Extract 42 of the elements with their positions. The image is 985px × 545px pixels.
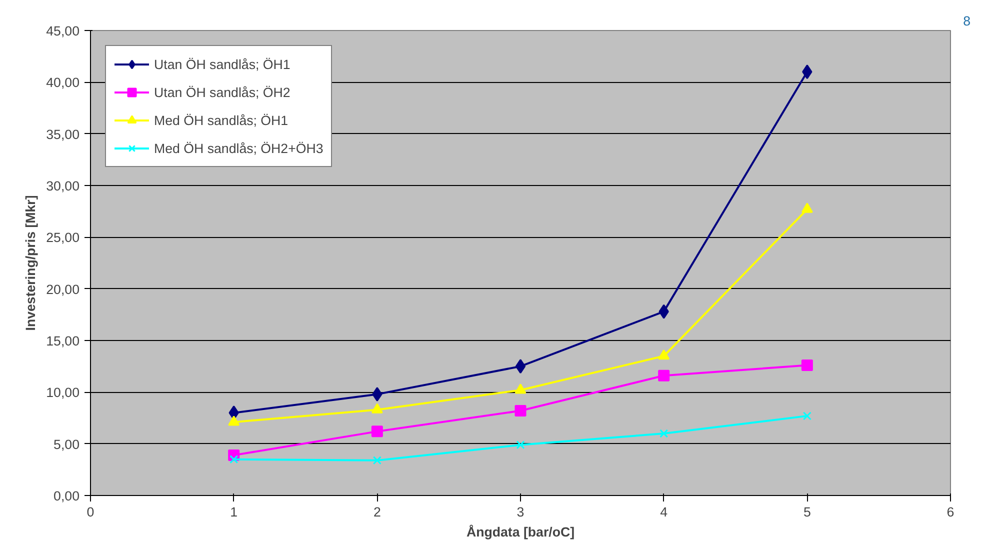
- point: [515, 359, 526, 374]
- x-axis-title: Ångdata [bar/oC]: [466, 524, 575, 540]
- y-tick-label: 30,00: [46, 178, 80, 194]
- point: [371, 403, 383, 414]
- y-tick-label: 15,00: [46, 334, 80, 348]
- x-tick-label: 4: [660, 504, 668, 520]
- legend-label: Med ÖH sandlås; ÖH2+ÖH3: [154, 140, 324, 156]
- point: [658, 304, 669, 319]
- point: [516, 440, 525, 450]
- legend-label: Utan ÖH sandlås; ÖH1: [154, 56, 290, 72]
- point: [801, 360, 813, 372]
- x-tick-label: 3: [516, 504, 524, 520]
- point: [658, 349, 670, 360]
- point: [802, 412, 812, 420]
- x-tick-label: 6: [946, 504, 954, 520]
- point: [514, 384, 526, 394]
- y-tick-label: 5,00: [54, 436, 80, 452]
- point: [802, 64, 812, 80]
- point: [372, 456, 382, 465]
- point: [230, 455, 238, 464]
- legend-label: Utan ÖH sandlås; ÖH2: [154, 84, 290, 100]
- y-tick-label: 40,00: [46, 75, 80, 90]
- point: [372, 386, 382, 402]
- y-axis-title: Investering/pris [Mkr]: [23, 195, 38, 331]
- y-tick-label: 0,00: [54, 488, 80, 504]
- point: [801, 202, 813, 213]
- point: [228, 416, 240, 426]
- x-tick-label: 2: [373, 504, 381, 520]
- point: [371, 426, 383, 438]
- y-tick-label: 20,00: [46, 282, 80, 297]
- x-tick-label: 1: [230, 504, 238, 520]
- x-tick-label: 0: [86, 504, 94, 520]
- y-tick-label: 35,00: [46, 126, 80, 142]
- point: [660, 429, 668, 438]
- y-tick-label: 45,00: [46, 24, 80, 38]
- y-tick-label: 25,00: [46, 230, 80, 246]
- text: 8: [963, 14, 971, 28]
- x-tick-label: 5: [803, 504, 811, 520]
- legend-label: Med ÖH sandlås; ÖH1: [154, 112, 288, 128]
- point: [658, 370, 670, 382]
- point: [514, 405, 526, 417]
- y-tick-label: 10,00: [46, 385, 80, 400]
